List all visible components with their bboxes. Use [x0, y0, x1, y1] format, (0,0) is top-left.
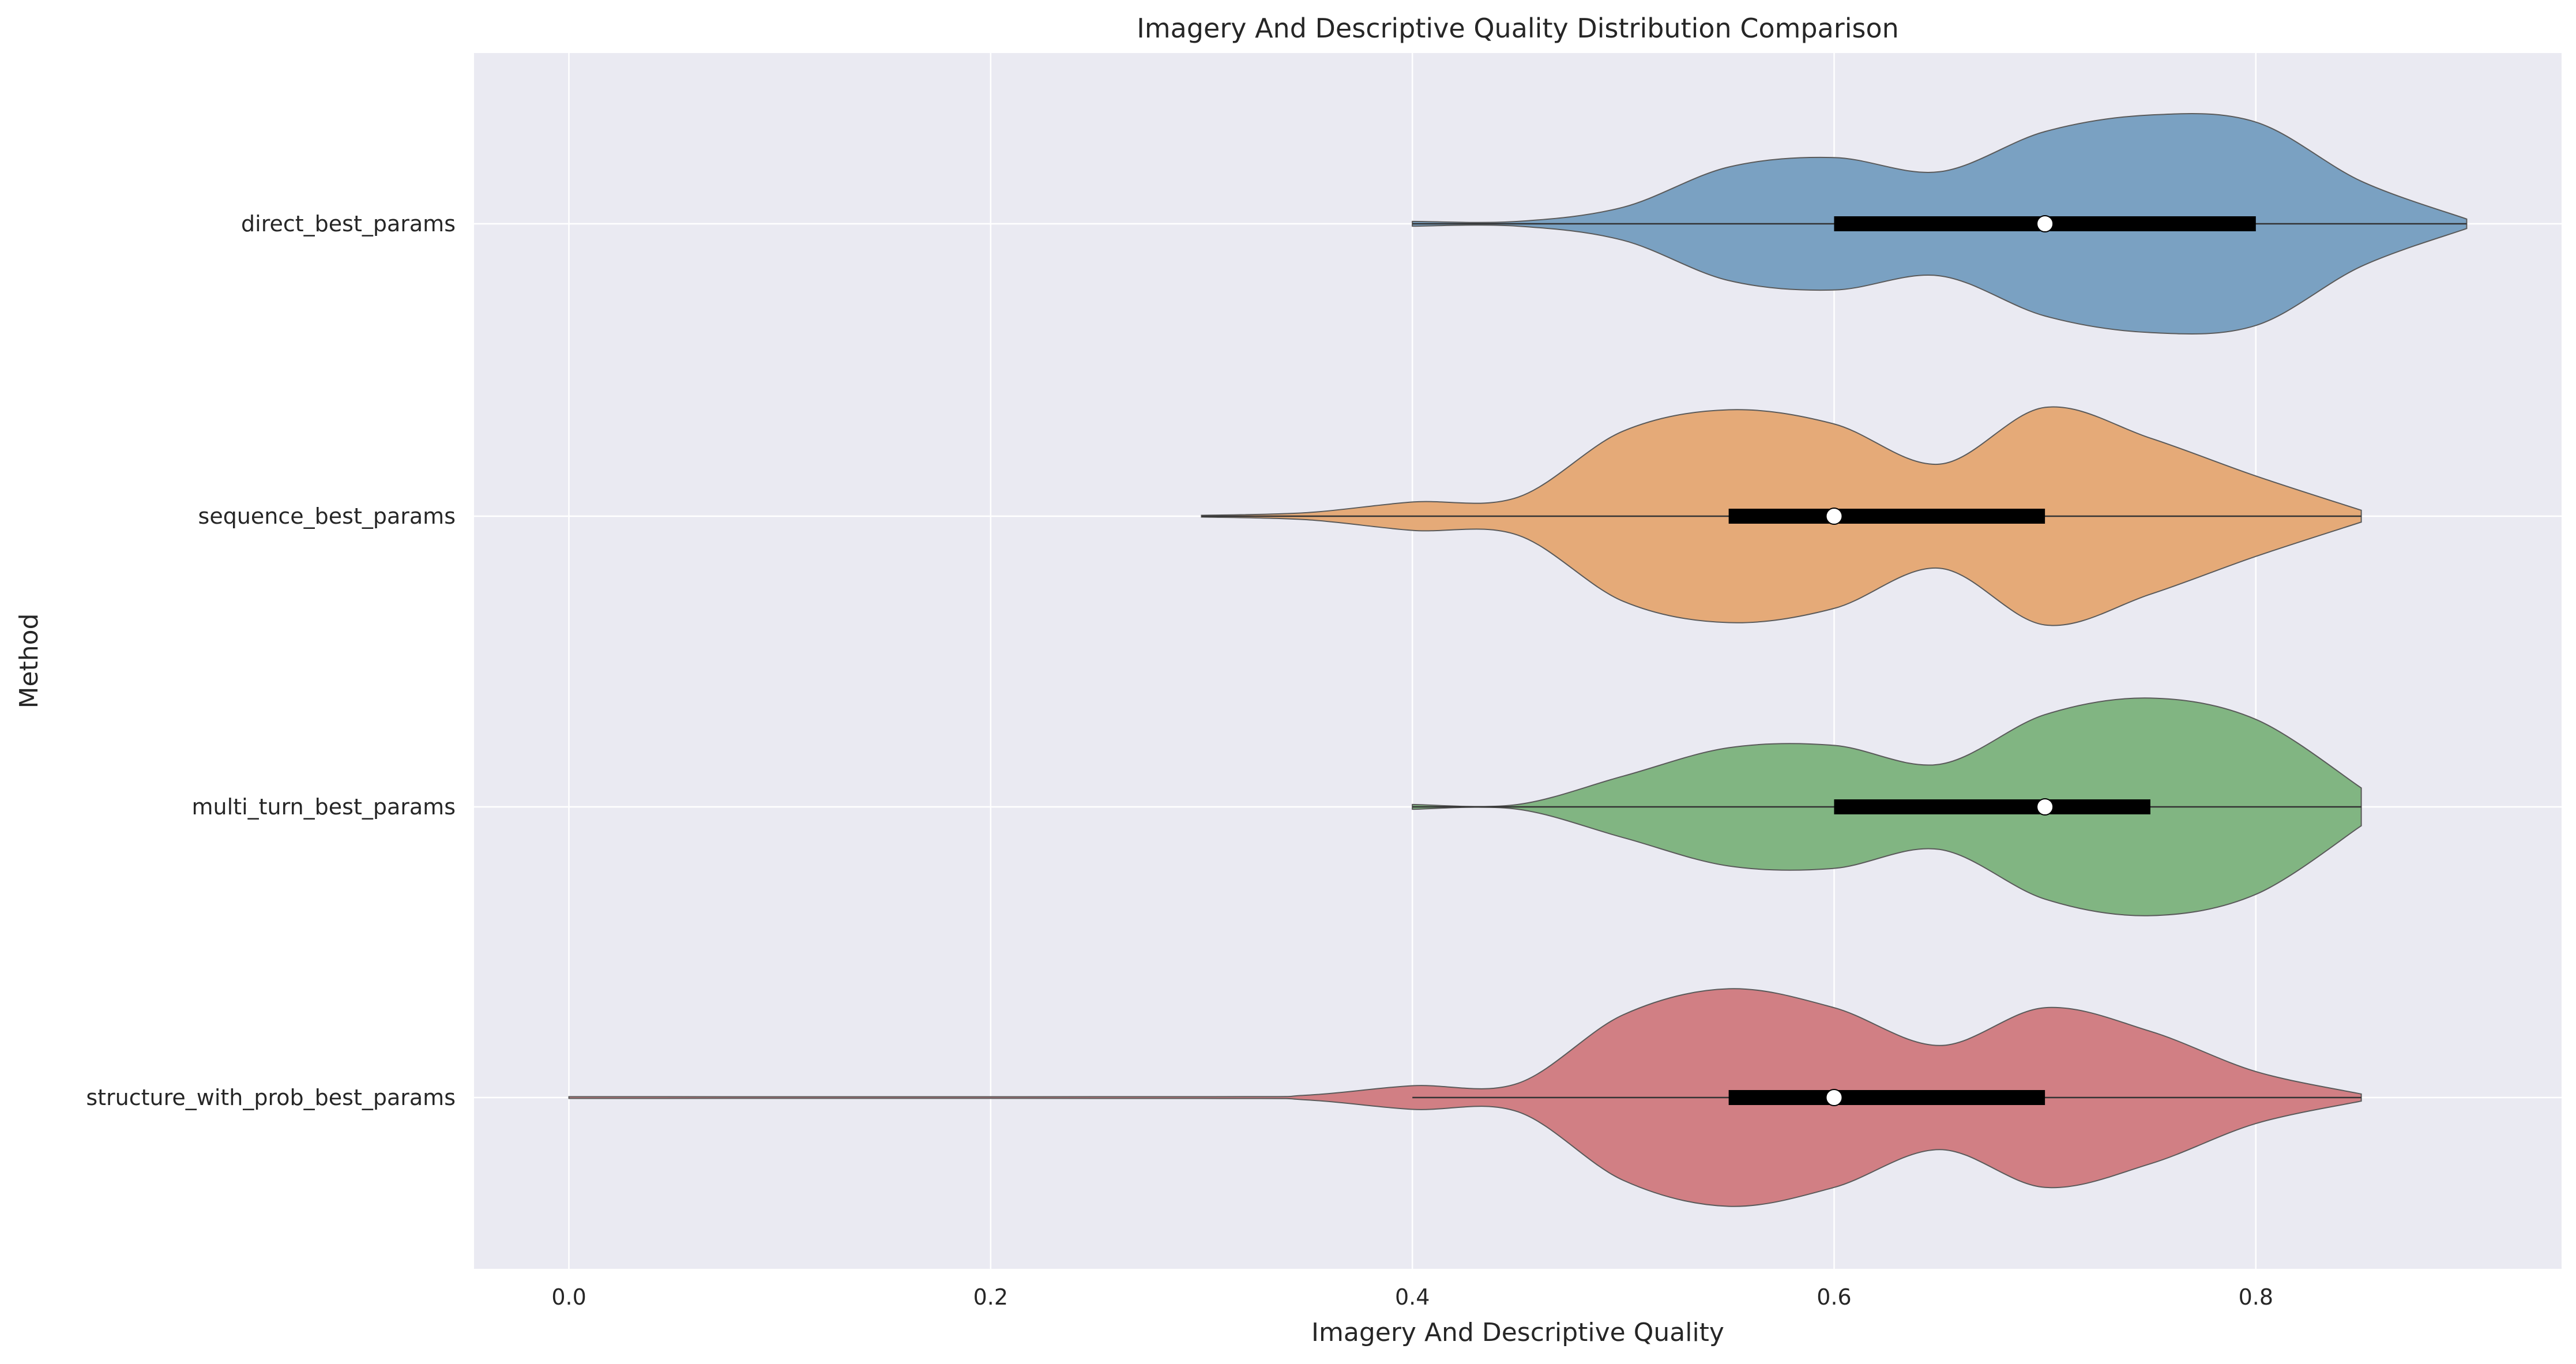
x-tick-label: 0.4: [1395, 1284, 1430, 1310]
x-tick-label: 0.8: [2239, 1284, 2273, 1310]
violin-iqr-box: [1728, 509, 2045, 524]
chart-title: Imagery And Descriptive Quality Distribu…: [1137, 13, 1899, 44]
violin-iqr-box: [1834, 799, 2150, 814]
x-tick-label: 0.6: [1817, 1284, 1851, 1310]
y-axis-label: Method: [14, 613, 44, 708]
violin-iqr-box: [1728, 1090, 2045, 1105]
violin-median-marker: [2036, 215, 2054, 232]
x-axis-label: Imagery And Descriptive Quality: [1311, 1318, 1724, 1347]
violin-median-marker: [2036, 798, 2054, 816]
violins: [568, 113, 2468, 1207]
y-tick-label: multi_turn_best_params: [192, 794, 456, 820]
x-tick-label: 0.2: [973, 1284, 1008, 1310]
x-tick-label: 0.0: [551, 1284, 586, 1310]
violin-median-marker: [1825, 508, 1843, 525]
x-tick-labels: 0.0 0.2 0.4 0.6 0.8: [551, 1284, 2273, 1310]
violin-median-marker: [1825, 1089, 1843, 1106]
y-tick-label: structure_with_prob_best_params: [86, 1085, 456, 1110]
y-tick-label: sequence_best_params: [198, 503, 456, 529]
y-tick-label: direct_best_params: [241, 211, 456, 236]
y-tick-labels: direct_best_params sequence_best_paramsmu…: [86, 211, 456, 1110]
